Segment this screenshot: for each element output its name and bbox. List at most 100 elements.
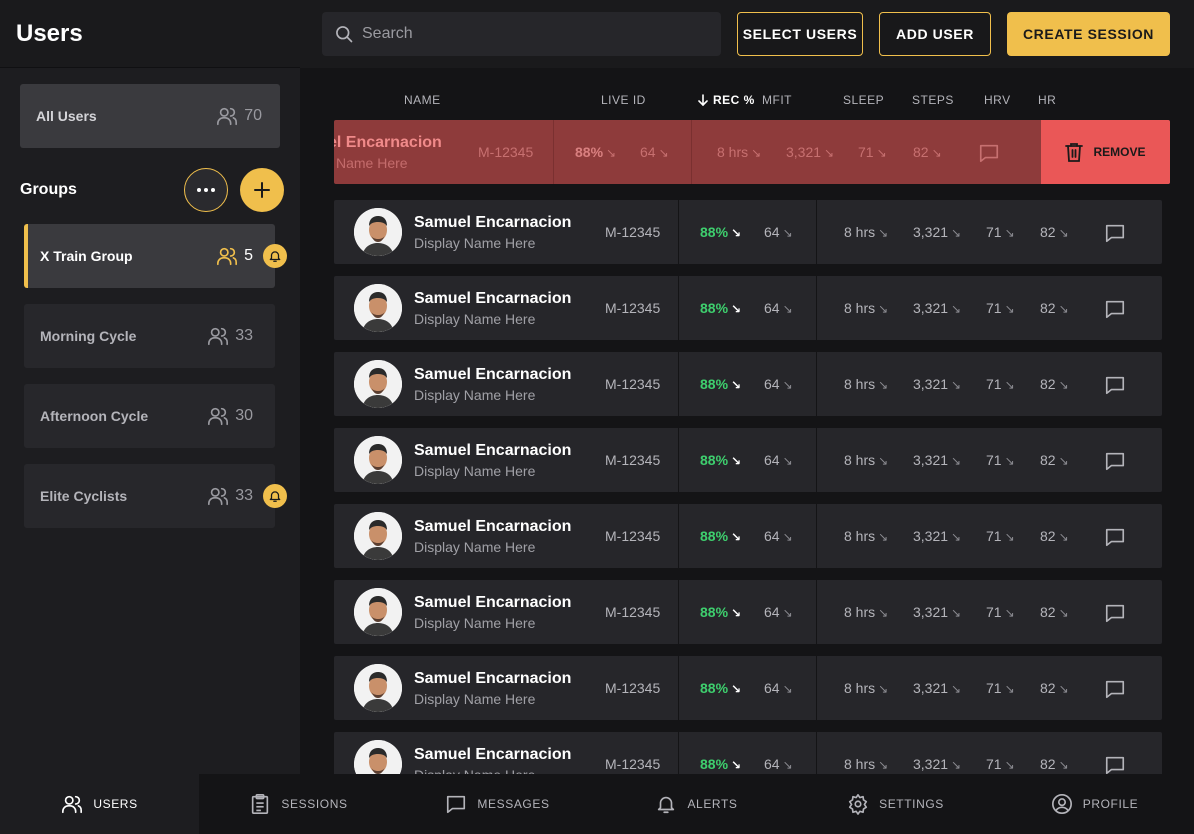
trend-down-icon: ↘ [782, 758, 793, 772]
table-row[interactable]: Samuel Encarnacion Display Name Here M-123… [334, 504, 1162, 568]
user-display-name: Display Name Here [414, 235, 536, 251]
nav-messages[interactable]: MESSAGES [398, 774, 597, 834]
message-icon[interactable] [1104, 754, 1126, 774]
trend-down-icon: ↘ [1058, 758, 1069, 772]
avatar [354, 208, 402, 256]
hrv-cell: 71 ↘ [986, 680, 1015, 696]
avatar-photo-icon [354, 740, 402, 774]
divider [816, 656, 817, 720]
table-row[interactable]: Samuel Encarnacion Display Name Here M-123… [334, 732, 1162, 774]
nav-settings[interactable]: SETTINGS [796, 774, 995, 834]
all-users-item[interactable]: All Users 70 [20, 84, 280, 148]
rec-value: 88% [700, 300, 729, 316]
select-users-button[interactable]: SELECT USERS [737, 12, 863, 56]
group-item-afternoon-cycle[interactable]: Afternoon Cycle 30 [24, 384, 275, 448]
avatar [354, 588, 402, 636]
bell-icon [269, 251, 281, 262]
col-header-mfit[interactable]: MFIT [762, 93, 792, 107]
sleep-cell: 8 hrs ↘ [844, 528, 888, 544]
group-item-x-train[interactable]: X Train Group 5 [24, 224, 287, 288]
table-row[interactable]: Samuel Encarnacion Display Name Here M-123… [334, 656, 1162, 720]
message-icon[interactable] [1104, 526, 1126, 548]
col-header-name[interactable]: NAME [404, 93, 441, 107]
message-icon[interactable] [1104, 678, 1126, 700]
group-label: Morning Cycle [40, 328, 137, 344]
live-id: M-12345 [605, 376, 661, 392]
col-header-live-id[interactable]: LIVE ID [601, 93, 646, 107]
user-name: Samuel Encarnacion [414, 746, 572, 763]
group-count-wrap: 33 [207, 485, 253, 507]
hr-value: 82 [1040, 528, 1056, 544]
live-id: M-12345 [478, 144, 534, 160]
steps-value: 3,321 [913, 452, 949, 468]
nav-label: MESSAGES [477, 797, 550, 811]
col-header-rec[interactable]: REC % [697, 93, 755, 107]
table-row[interactable]: Samuel Encarnacion Display Name Here M-123… [334, 276, 1162, 340]
mfit-cell: 64 ↘ [764, 680, 793, 696]
message-icon[interactable] [978, 142, 1000, 164]
divider [816, 352, 817, 416]
nav-sessions[interactable]: SESSIONS [199, 774, 398, 834]
search-box[interactable] [322, 12, 721, 56]
col-header-sleep[interactable]: SLEEP [843, 93, 885, 107]
message-icon[interactable] [1104, 602, 1126, 624]
table-row-swiped[interactable]: el Encarnacion Name Here M-12345 88% ↘ 64… [334, 120, 1170, 184]
message-icon[interactable] [1104, 298, 1126, 320]
message-icon[interactable] [1104, 222, 1126, 244]
search-input[interactable] [362, 25, 702, 43]
hr-cell: 82 ↘ [1040, 680, 1069, 696]
message-icon[interactable] [1104, 450, 1126, 472]
remove-button[interactable]: REMOVE [1041, 120, 1170, 184]
table-row[interactable]: Samuel Encarnacion Display Name Here M-123… [334, 428, 1162, 492]
steps-cell: 3,321 ↘ [913, 680, 961, 696]
sidebar-header: Users [0, 0, 300, 68]
sidebar: Users All Users 70 Groups X Train Group … [0, 0, 300, 774]
add-user-button[interactable]: ADD USER [879, 12, 991, 56]
user-display-name: Display Name Here [414, 691, 536, 707]
nav-users[interactable]: USERS [0, 774, 199, 834]
rec-value: 88% [700, 224, 729, 240]
steps-cell: 3,321 ↘ [913, 452, 961, 468]
hrv-cell: 71 ↘ [986, 300, 1015, 316]
hr-value: 82 [1040, 224, 1056, 240]
group-item-elite-cyclists[interactable]: Elite Cyclists 33 [24, 464, 287, 528]
message-icon[interactable] [1104, 374, 1126, 396]
steps-cell: 3,321 ↘ [913, 604, 961, 620]
bell-icon [658, 796, 675, 814]
divider [553, 120, 554, 184]
hrv-value: 71 [986, 376, 1002, 392]
divider [816, 732, 817, 774]
nav-alerts[interactable]: ALERTS [597, 774, 796, 834]
add-group-button[interactable] [240, 168, 284, 212]
group-options-button[interactable] [184, 168, 228, 212]
hrv-cell: 71 ↘ [986, 224, 1015, 240]
trend-down-icon: ↘ [606, 146, 617, 160]
rec-value: 88% [700, 528, 729, 544]
group-count-wrap: 5 [216, 245, 253, 267]
trend-down-icon: ↘ [878, 378, 889, 392]
sleep-value: 8 hrs [844, 300, 876, 316]
trend-down-icon: ↘ [782, 682, 793, 696]
nav-profile[interactable]: PROFILE [995, 774, 1194, 834]
hr-cell: 82 ↘ [1040, 604, 1069, 620]
mfit-cell: 64 ↘ [764, 224, 793, 240]
trend-down-icon: ↘ [951, 606, 962, 620]
trend-down-icon: ↘ [1058, 606, 1069, 620]
divider [678, 276, 679, 340]
col-header-hrv[interactable]: HRV [984, 93, 1011, 107]
trend-down-icon: ↘ [951, 454, 962, 468]
sleep-value: 8 hrs [844, 680, 876, 696]
table-row[interactable]: Samuel Encarnacion Display Name Here M-123… [334, 352, 1162, 416]
group-item-morning-cycle[interactable]: Morning Cycle 33 [24, 304, 275, 368]
users-icon [217, 247, 238, 266]
hr-value: 82 [1040, 756, 1056, 772]
divider [816, 504, 817, 568]
group-count-wrap: 30 [207, 405, 253, 427]
create-session-button[interactable]: CREATE SESSION [1007, 12, 1170, 56]
table-row[interactable]: Samuel Encarnacion Display Name Here M-123… [334, 580, 1162, 644]
col-header-hr[interactable]: HR [1038, 93, 1057, 107]
col-header-steps[interactable]: STEPS [912, 93, 954, 107]
mfit-cell: 64 ↘ [764, 452, 793, 468]
table-row[interactable]: Samuel Encarnacion Display Name Here M-123… [334, 200, 1162, 264]
users-icon [208, 407, 229, 426]
